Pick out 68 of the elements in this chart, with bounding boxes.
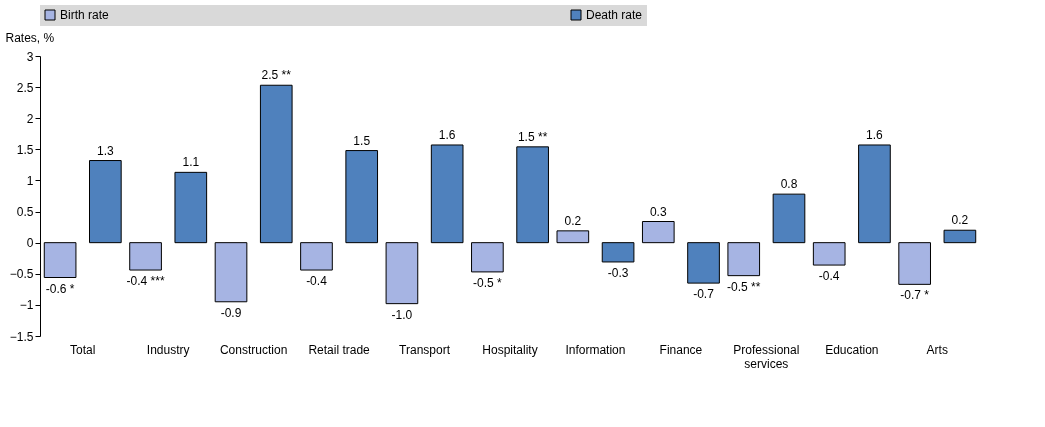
bar: [943, 229, 977, 244]
data-label: -0.5 *: [473, 275, 503, 290]
x-tick-label: Professional services: [733, 342, 800, 371]
bar: [300, 242, 333, 271]
data-label: -0.4: [306, 274, 328, 289]
y-tick-label: 0.5: [16, 205, 34, 220]
y-tick-label: 3: [26, 49, 34, 64]
x-tick-label: Arts: [926, 342, 948, 357]
x-tick-label: Total: [70, 342, 96, 357]
y-tick-label: 2.5: [16, 80, 34, 95]
data-label: 1.6: [438, 127, 456, 142]
x-tick-label: Education: [825, 342, 879, 357]
data-label: -0.3: [607, 265, 629, 280]
data-label: -0.5 **: [727, 279, 761, 294]
data-label: -0.4 ***: [126, 274, 165, 289]
bar: [259, 84, 293, 244]
bar: [812, 242, 846, 266]
bar: [641, 221, 675, 244]
data-label: -0.7: [693, 287, 715, 302]
y-tick-label: 1: [26, 173, 34, 188]
bar: [214, 242, 248, 303]
x-tick-label: Retail trade: [308, 342, 371, 357]
bar: [43, 242, 77, 279]
bar: [772, 193, 806, 244]
data-label: 1.5: [353, 133, 371, 148]
data-label: -1.0: [391, 307, 413, 322]
data-label: -0.7 *: [900, 288, 930, 303]
data-label: 1.1: [182, 155, 200, 170]
x-tick-label: Information: [565, 342, 626, 357]
data-label: 0.2: [951, 213, 969, 228]
bar: [898, 242, 931, 285]
bar: [174, 171, 208, 244]
legend-label: Birth rate: [60, 8, 110, 22]
bar: [129, 242, 162, 271]
bar: [556, 230, 590, 244]
bar: [516, 146, 549, 244]
x-tick-label: Transport: [399, 342, 451, 357]
data-label: 1.3: [97, 143, 115, 158]
x-tick-label: Industry: [146, 342, 190, 357]
data-label: 0.2: [564, 213, 582, 228]
bar: [345, 150, 379, 244]
data-label: 1.5 **: [517, 129, 548, 144]
y-axis-title: Rates, %: [5, 30, 55, 45]
data-label: -0.4: [818, 269, 840, 284]
y-tick-label: 2: [26, 111, 34, 126]
data-label: 1.6: [866, 127, 884, 142]
x-tick-label: Finance: [659, 342, 703, 357]
bar: [471, 242, 504, 273]
legend-label: Death rate: [586, 8, 643, 22]
data-label: 0.3: [649, 204, 667, 219]
y-tick-label: 0: [26, 236, 34, 251]
data-label: -0.9: [220, 305, 242, 320]
bar: [601, 242, 635, 263]
bar: [385, 242, 419, 305]
bar: [727, 242, 761, 277]
x-tick-label: Hospitality: [482, 342, 538, 357]
data-label: 0.8: [780, 177, 798, 192]
y-tick-label: −0.5: [9, 267, 34, 282]
y-tick-label: −1.5: [9, 329, 34, 344]
bar: [687, 242, 720, 284]
bar: [858, 144, 891, 244]
x-tick-label: Construction: [219, 342, 288, 357]
bar: [89, 160, 122, 244]
data-label: -0.6 *: [45, 281, 75, 296]
y-tick-label: −1: [19, 298, 34, 313]
y-tick-label: 1.5: [16, 142, 34, 157]
bar: [430, 144, 464, 244]
data-label: 2.5 **: [261, 68, 292, 83]
